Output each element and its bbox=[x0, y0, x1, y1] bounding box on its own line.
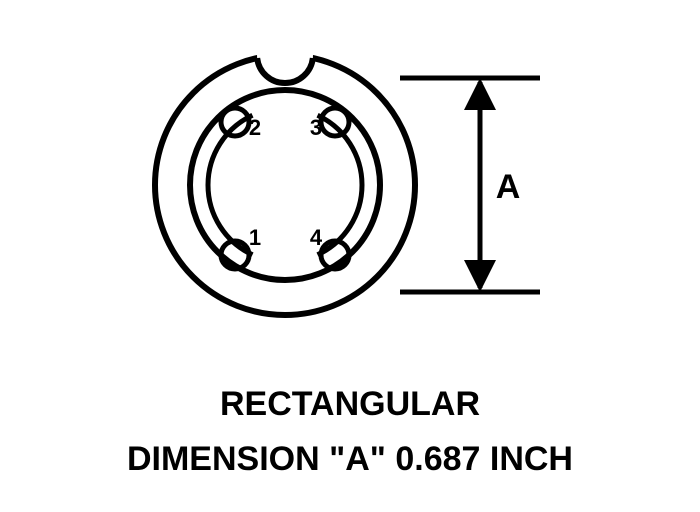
connector-diagram: 1 2 3 4 A RECTANGULAR DIMENSION "A" 0.687 I… bbox=[0, 0, 700, 507]
pin-label-3: 3 bbox=[310, 115, 322, 140]
arrowhead-bottom bbox=[464, 260, 496, 292]
inner-ring bbox=[190, 90, 380, 280]
dimension-label: A bbox=[496, 168, 521, 206]
notch-outline bbox=[257, 58, 313, 83]
diagram-svg: 1 2 3 4 A bbox=[0, 0, 700, 507]
dimension-value-label: DIMENSION "A" 0.687 INCH bbox=[0, 440, 700, 479]
pin-label-1: 1 bbox=[249, 225, 261, 250]
pin-label-2: 2 bbox=[249, 115, 261, 140]
outer-ring bbox=[155, 55, 415, 315]
arrowhead-top bbox=[464, 78, 496, 110]
shape-label: RECTANGULAR bbox=[0, 385, 700, 424]
pin-label-4: 4 bbox=[310, 225, 323, 250]
